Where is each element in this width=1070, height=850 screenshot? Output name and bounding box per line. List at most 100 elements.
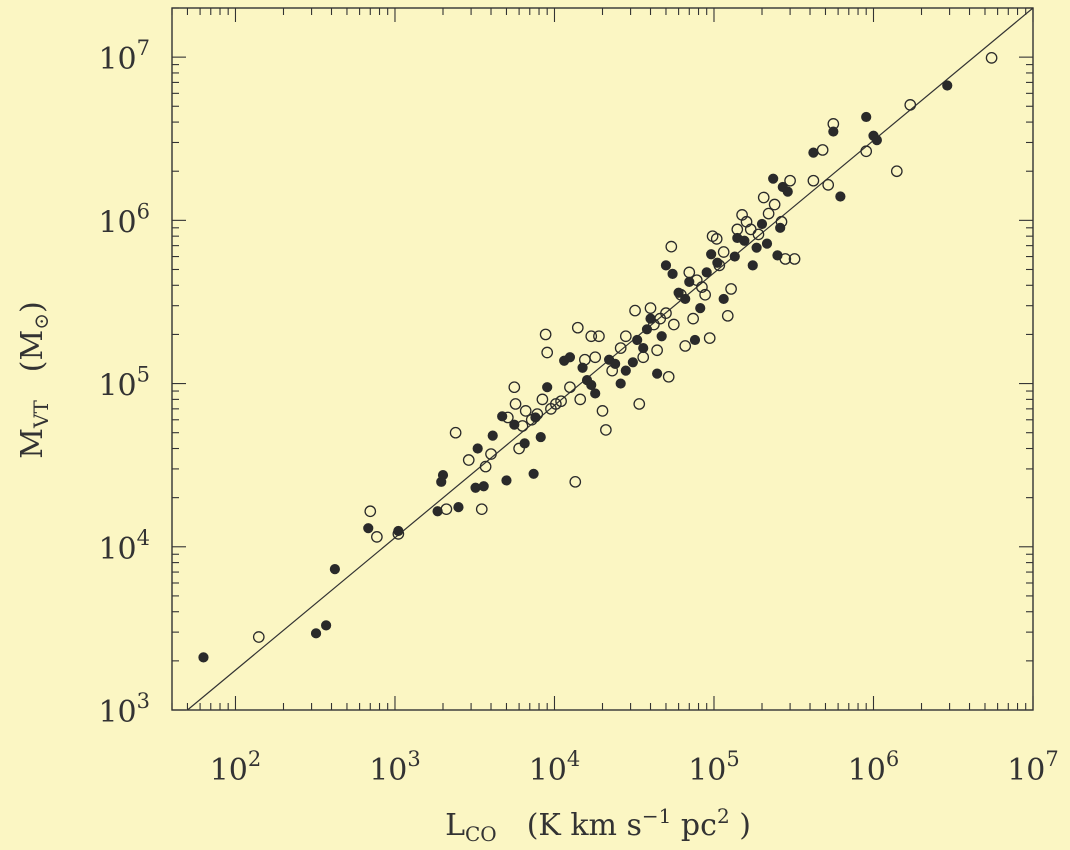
- filled-data-point: [509, 419, 520, 430]
- open-data-point: [665, 240, 678, 253]
- filled-data-point: [487, 430, 498, 441]
- x-tick-label: 106: [848, 747, 900, 788]
- open-data-point: [752, 228, 765, 241]
- filled-data-point: [695, 302, 706, 314]
- y-tick-label: 105: [98, 363, 150, 404]
- filled-data-point: [478, 481, 489, 492]
- open-data-point: [637, 351, 650, 364]
- open-data-point: [725, 283, 737, 295]
- x-tick-label-exponent: 5: [726, 747, 739, 771]
- filled-data-point: [706, 249, 717, 260]
- open-data-point: [574, 393, 587, 406]
- open-data-point: [687, 312, 699, 325]
- filled-data-point: [329, 563, 340, 575]
- y-tick-label-exponent: 4: [137, 526, 150, 550]
- y-axis-label-sun-symbol: ⊙: [29, 313, 53, 330]
- open-data-point: [606, 364, 619, 377]
- open-data-point: [449, 426, 462, 439]
- open-data-point: [696, 281, 708, 293]
- x-axis-label-unit-mid: pc: [671, 808, 717, 843]
- open-data-point: [564, 381, 576, 394]
- open-data-point: [731, 223, 744, 236]
- open-data-point: [713, 259, 726, 272]
- filled-data-point: [321, 620, 332, 631]
- filled-data-point: [756, 218, 768, 230]
- filled-data-point: [768, 173, 779, 184]
- filled-data-point: [393, 525, 404, 537]
- open-data-point: [600, 424, 612, 436]
- filled-data-point: [542, 382, 553, 393]
- filled-data-point: [808, 147, 819, 158]
- x-tick-label: 103: [369, 747, 421, 788]
- open-data-point: [822, 179, 835, 191]
- open-data-point: [509, 398, 522, 410]
- filled-data-point: [729, 251, 740, 262]
- open-data-point: [585, 330, 598, 343]
- filled-data-point: [782, 186, 793, 197]
- filled-data-point: [942, 80, 953, 91]
- y-axis-label-sub: VT: [29, 400, 53, 429]
- x-tick-label-base: 10: [688, 753, 726, 788]
- open-data-point: [593, 330, 605, 343]
- open-data-point: [252, 631, 265, 643]
- open-data-point: [703, 332, 716, 344]
- x-tick-label-base: 10: [848, 753, 886, 788]
- open-data-point: [710, 233, 723, 245]
- open-data-point: [757, 191, 770, 204]
- x-tick-label-base: 10: [1007, 753, 1045, 788]
- open-data-point: [662, 370, 675, 383]
- filled-data-point: [472, 443, 483, 454]
- open-data-point: [699, 288, 711, 301]
- filled-data-point: [363, 523, 374, 534]
- x-tick-label-exponent: 3: [407, 747, 420, 771]
- plot-frame: [171, 7, 1034, 711]
- filled-data-point: [660, 260, 672, 271]
- filled-data-point: [645, 313, 656, 324]
- open-data-point: [629, 304, 641, 317]
- x-tick-label-exponent: 2: [248, 747, 261, 771]
- y-tick-label: 103: [98, 689, 150, 730]
- filled-data-point: [620, 365, 631, 376]
- filled-data-point: [761, 238, 773, 249]
- x-tick-label-base: 10: [369, 753, 407, 788]
- filled-data-point: [501, 475, 512, 486]
- open-data-point: [779, 253, 792, 265]
- open-data-point: [475, 503, 488, 516]
- open-data-point: [569, 475, 582, 488]
- open-data-point: [371, 531, 383, 543]
- open-data-point: [721, 309, 734, 322]
- open-data-point: [555, 395, 567, 408]
- filled-data-point: [632, 334, 643, 346]
- filled-data-point: [627, 357, 638, 368]
- open-data-point: [644, 302, 657, 314]
- open-data-point: [827, 118, 840, 130]
- x-axis-label-unit-open: (K km s: [527, 808, 642, 843]
- x-axis-label-sub: CO: [465, 822, 497, 846]
- open-data-point: [775, 215, 788, 228]
- open-data-point: [683, 266, 696, 279]
- open-data-point: [536, 393, 549, 406]
- filled-data-point: [198, 652, 209, 663]
- open-data-point: [614, 342, 627, 354]
- open-data-point: [531, 408, 544, 420]
- open-data-point: [667, 318, 680, 331]
- filled-data-point: [564, 352, 576, 363]
- open-data-point: [816, 144, 829, 156]
- filled-data-point: [528, 468, 539, 479]
- open-data-point: [633, 398, 646, 410]
- x-tick-label: 107: [1007, 747, 1059, 788]
- filled-data-point: [586, 379, 597, 391]
- y-axis-label-unit: (M: [15, 330, 50, 372]
- open-data-point: [717, 246, 730, 258]
- filled-data-point: [470, 482, 481, 493]
- filled-data-point: [535, 431, 546, 443]
- open-data-point: [890, 165, 903, 178]
- open-data-point: [679, 340, 692, 352]
- x-axis-label: LCO (K km s−1 pc2 ): [445, 804, 751, 846]
- open-data-point: [860, 145, 873, 158]
- filled-data-point: [718, 293, 729, 305]
- filled-data-point: [453, 502, 464, 513]
- open-data-point: [440, 503, 453, 516]
